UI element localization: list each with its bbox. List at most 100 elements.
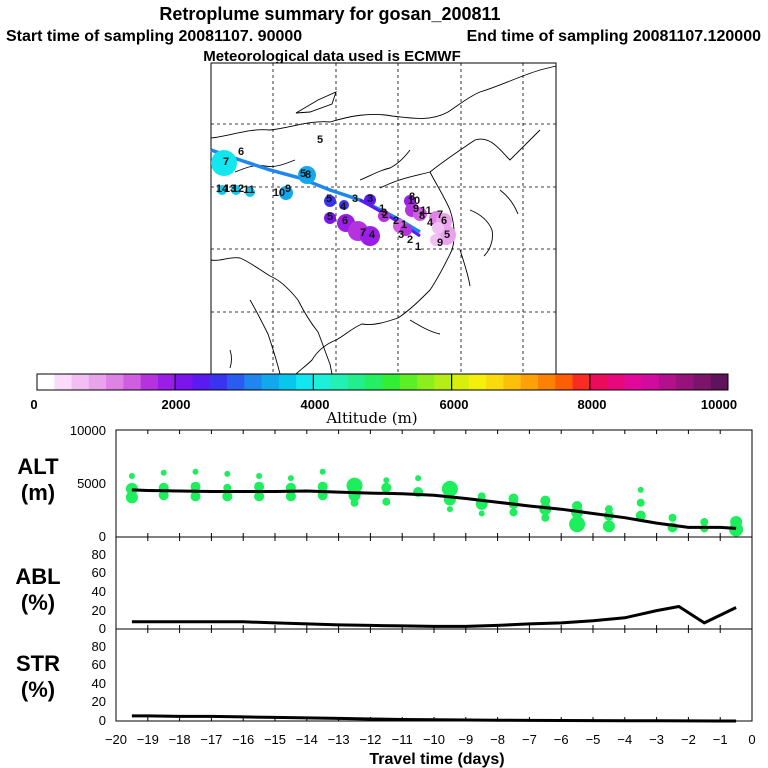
colorbar-swatch [624,374,643,390]
alt-cluster-point [285,491,296,502]
x-tick-label: −10 [423,732,445,747]
map-trajectory-label: 6 [342,215,348,227]
colorbar-swatch [313,374,332,390]
colorbar-swatch [88,374,107,390]
trajectory-clusters [211,150,456,246]
x-tick-label: −4 [617,732,632,747]
x-tick-label: −9 [458,732,473,747]
alt-cluster-point [190,481,201,492]
colorbar-swatch [468,374,487,390]
map-trajectory-label: 12 [232,183,244,195]
x-tick-label: −14 [296,732,318,747]
x-tick-label: −7 [522,732,537,747]
colorbar-swatch [607,374,625,390]
alt-panel: ALT (m) 10000 5000 0 [17,423,753,544]
alt-panel-frame [115,429,753,538]
x-tick-label: −5 [586,732,601,747]
map-trajectory-label: 1 [415,241,421,253]
map-trajectory-label: 3 [352,193,358,205]
map-trajectory-label: 13 [224,183,236,195]
abl-panel: ABL (%) 80 60 40 20 0 [15,536,753,636]
map-cluster [324,212,336,224]
x-tick-label: 0 [748,732,755,747]
x-tick-label: −8 [490,732,505,747]
map-trajectory-label: 4 [340,201,347,213]
str-marks [115,629,753,723]
alt-cluster-point [637,486,644,493]
alt-cluster-point [256,473,263,480]
colorbar-swatch [503,374,522,390]
colorbar-tick: 10000 [701,397,737,412]
colorbar-tick: 0 [30,397,37,412]
map-trajectory-label: 5 [326,193,332,205]
alt-unit: (m) [21,480,55,505]
str-label: STR [16,651,60,676]
alt-cluster-point [635,510,646,521]
colorbar-swatch [555,374,574,390]
colorbar-label: Altitude (m) [325,409,417,427]
x-axis-ticks: −20 −19 −18 −17 −16 −15 −14 −13 −12 −11 −10 −9 −8 −7−… [105,732,756,747]
map-trajectory-label: 7 [437,209,443,221]
alt-cluster-point [125,482,138,495]
map-cluster [279,186,293,200]
alt-cluster-point [158,490,169,501]
alt-cluster-point [478,510,485,517]
x-tick-label: −11 [392,732,413,747]
map-trajectory-label: 10 [408,195,420,207]
alt-cluster-point [125,491,138,504]
map-cluster [217,185,227,195]
str-panel: STR (%) 80 60 40 20 0 [16,628,753,728]
colorbar-swatch [572,374,591,390]
alt-cluster-point [381,482,392,493]
colorbar-swatch [123,374,142,390]
alt-cluster-point [668,513,677,522]
colorbar-swatch [330,374,349,390]
map-trajectory-label: 6 [441,215,447,227]
x-tick-label: −13 [328,732,350,747]
colorbar-swatch [641,374,660,390]
x-tick-label: −18 [169,732,191,747]
alt-cluster-point [160,469,167,476]
colorbar-swatch [37,374,55,390]
map-cluster [430,234,442,246]
map-trajectory-label: 7 [223,156,229,168]
figure-title: Retroplume summary for gosan_200811 [159,4,500,24]
map-trajectory-label: 3 [398,229,404,241]
map-trajectory-label: 8 [419,210,425,222]
map-trajectory-label: 2 [407,234,413,246]
map-trajectory-label: 5 [317,134,323,146]
map-trajectory-label: 11 [420,205,432,217]
colorbar-swatch [157,374,176,390]
map-trajectory-label: 8 [409,191,415,203]
trajectory-track [210,148,421,238]
alt-cluster-point [540,495,551,506]
colorbar-swatch [347,374,366,390]
alt-cluster-point [192,468,199,475]
map-trajectory-label: 5 [300,168,306,180]
colorbar-swatch [399,374,418,390]
colorbar-swatch [382,374,401,390]
map-trajectory-label: 4 [369,229,376,241]
alt-cluster-point [346,477,363,494]
x-tick-label: −15 [264,732,286,747]
map-trajectory-label: 10 [273,187,285,199]
abl-tick: 0 [99,621,106,636]
colorbar-swatch [140,374,159,390]
x-tick-label: −12 [359,732,381,747]
str-tick: 0 [99,713,106,728]
alt-cluster-point [350,498,359,507]
alt-cluster-point [382,497,391,506]
map-cluster [231,185,241,195]
alt-cluster-point [128,473,135,480]
colorbar-swatch [365,374,383,390]
alt-cluster-point [190,491,201,502]
colorbar-swatch [209,374,228,390]
map-trajectory-label: 5 [444,229,450,241]
map-cluster [432,222,444,234]
colorbar-swatch [486,374,504,390]
alt-marks [115,430,753,537]
map-cluster [245,187,255,197]
map-trajectory-label: 2 [382,209,388,221]
x-tick-label: −19 [137,732,159,747]
x-tick-label: −3 [649,732,664,747]
